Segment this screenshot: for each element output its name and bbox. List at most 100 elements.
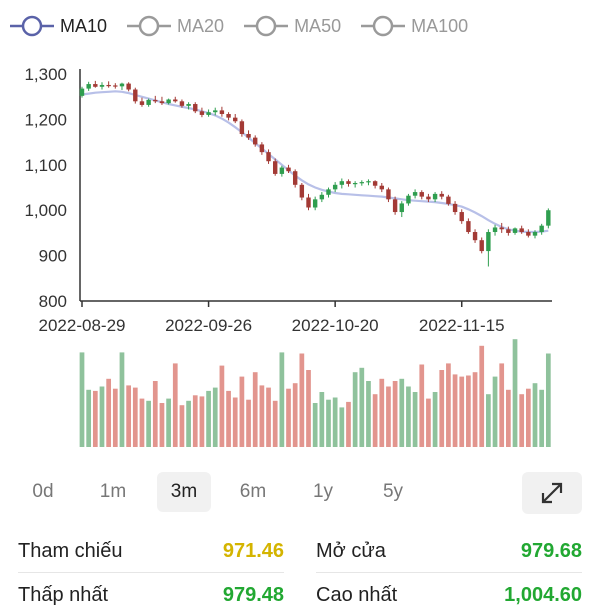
legend-label: MA20 bbox=[177, 15, 225, 36]
volume-bar bbox=[339, 407, 345, 447]
volume-bar bbox=[166, 398, 171, 447]
candle-body bbox=[359, 182, 365, 184]
volume-bar bbox=[299, 353, 305, 447]
timerange-6m[interactable]: 6m bbox=[239, 481, 267, 502]
candle-body bbox=[399, 203, 404, 213]
x-tick-label: 2022-09-26 bbox=[165, 316, 252, 335]
volume-bar bbox=[419, 364, 425, 447]
volume-bar bbox=[119, 352, 125, 447]
volume-bar bbox=[512, 339, 518, 447]
volume-bar bbox=[252, 372, 258, 447]
stat-high: Cao nhất 1,004.60 bbox=[316, 574, 582, 616]
timerange-1m[interactable]: 1m bbox=[99, 481, 127, 502]
volume-bar bbox=[272, 400, 278, 447]
stat-label: Tham chiếu bbox=[18, 540, 123, 562]
candle-body bbox=[446, 196, 451, 204]
volume-bar bbox=[279, 352, 285, 447]
volume-bar bbox=[539, 389, 545, 447]
volume-bar bbox=[386, 386, 391, 447]
candle-body bbox=[439, 193, 444, 197]
candle-body bbox=[286, 167, 291, 172]
volume-bar bbox=[292, 383, 298, 447]
volume-bar bbox=[479, 345, 485, 447]
candle-body bbox=[486, 232, 491, 252]
candle-body bbox=[99, 84, 105, 87]
volume-bar bbox=[186, 400, 191, 447]
timerange-0d[interactable]: 0d bbox=[32, 481, 54, 502]
volume-bar bbox=[486, 394, 491, 447]
volume-bar bbox=[212, 387, 218, 447]
volume-bar bbox=[359, 367, 365, 447]
candle-body bbox=[173, 99, 178, 102]
volume-bar bbox=[159, 403, 165, 447]
ma10-line bbox=[81, 90, 549, 234]
volume-bar bbox=[346, 401, 351, 447]
candle-body bbox=[179, 101, 185, 106]
volume-bar bbox=[179, 405, 185, 447]
volume-bar bbox=[146, 400, 151, 447]
candle-body bbox=[259, 144, 265, 153]
volume-bar bbox=[192, 395, 198, 447]
volume-bar bbox=[372, 394, 378, 447]
volume-bar bbox=[206, 390, 211, 447]
legend-label: MA50 bbox=[294, 15, 342, 36]
volume-bar bbox=[412, 392, 418, 447]
candle-body bbox=[459, 212, 464, 222]
timerange-3m[interactable]: 3m bbox=[157, 472, 211, 512]
candle-body bbox=[199, 111, 205, 115]
volume-bar bbox=[226, 390, 231, 447]
candle-body bbox=[166, 99, 171, 104]
circle-line-icon bbox=[361, 15, 406, 37]
candle-body bbox=[379, 185, 384, 190]
candle-body bbox=[412, 192, 418, 196]
candle-body bbox=[153, 99, 158, 102]
stat-label: Mở cửa bbox=[316, 540, 386, 562]
timerange-1y[interactable]: 1y bbox=[312, 481, 334, 502]
expand-icon bbox=[541, 482, 563, 504]
candle-body bbox=[272, 161, 278, 174]
volume-bar bbox=[506, 389, 511, 447]
y-tick-label: 800 bbox=[39, 292, 67, 311]
volume-bar bbox=[519, 394, 525, 447]
candle-body bbox=[319, 194, 325, 200]
candle-body bbox=[233, 117, 238, 122]
candle-body bbox=[372, 181, 378, 186]
candle-body bbox=[86, 84, 91, 89]
legend-ma50[interactable]: MA50 bbox=[244, 14, 341, 38]
volume-bar bbox=[86, 389, 92, 447]
candle-body bbox=[472, 232, 478, 241]
volume-bar bbox=[79, 352, 85, 447]
candle-body bbox=[106, 84, 111, 87]
candle-body bbox=[492, 227, 498, 233]
volume-bar bbox=[112, 388, 118, 447]
legend-ma10[interactable]: MA10 bbox=[10, 14, 107, 38]
volume-bar bbox=[352, 372, 358, 447]
volume-bar bbox=[239, 376, 245, 447]
candle-body bbox=[346, 181, 351, 184]
volume-bar bbox=[172, 363, 178, 447]
legend-label: MA100 bbox=[411, 15, 469, 36]
circle-line-icon bbox=[127, 15, 172, 37]
candle-body bbox=[246, 133, 251, 138]
candle-body bbox=[366, 181, 371, 183]
volume-bar bbox=[326, 399, 331, 447]
volume-bar bbox=[219, 365, 225, 447]
volume-bar bbox=[232, 397, 238, 447]
x-tick-label: 2022-08-29 bbox=[39, 316, 126, 335]
candle-body bbox=[193, 104, 198, 112]
volume-bar bbox=[432, 392, 438, 447]
legend-ma100[interactable]: MA100 bbox=[361, 14, 468, 38]
legend-ma20[interactable]: MA20 bbox=[127, 14, 224, 38]
candle-body bbox=[406, 195, 411, 204]
expand-button[interactable] bbox=[522, 472, 582, 514]
x-tick-label: 2022-10-20 bbox=[292, 316, 379, 335]
stat-value: 979.68 bbox=[520, 540, 582, 562]
candle-body bbox=[352, 183, 358, 185]
candle-body bbox=[306, 197, 311, 208]
volume-bar bbox=[152, 381, 158, 447]
ma-legend: MA10 MA20 MA50 MA100 bbox=[10, 14, 488, 38]
timerange-5y[interactable]: 5y bbox=[382, 481, 404, 502]
price-chart[interactable]: 1,300 1,200 1,100 1,000 900 800 2022-08-29 2022… bbox=[0, 55, 600, 455]
volume-bar bbox=[259, 385, 265, 447]
candle-body bbox=[239, 121, 245, 134]
